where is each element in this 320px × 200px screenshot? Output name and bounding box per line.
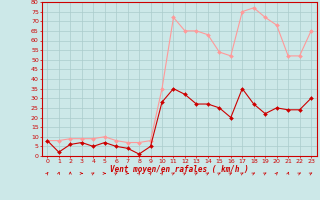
X-axis label: Vent moyen/en rafales ( km/h ): Vent moyen/en rafales ( km/h ) [110,165,249,174]
